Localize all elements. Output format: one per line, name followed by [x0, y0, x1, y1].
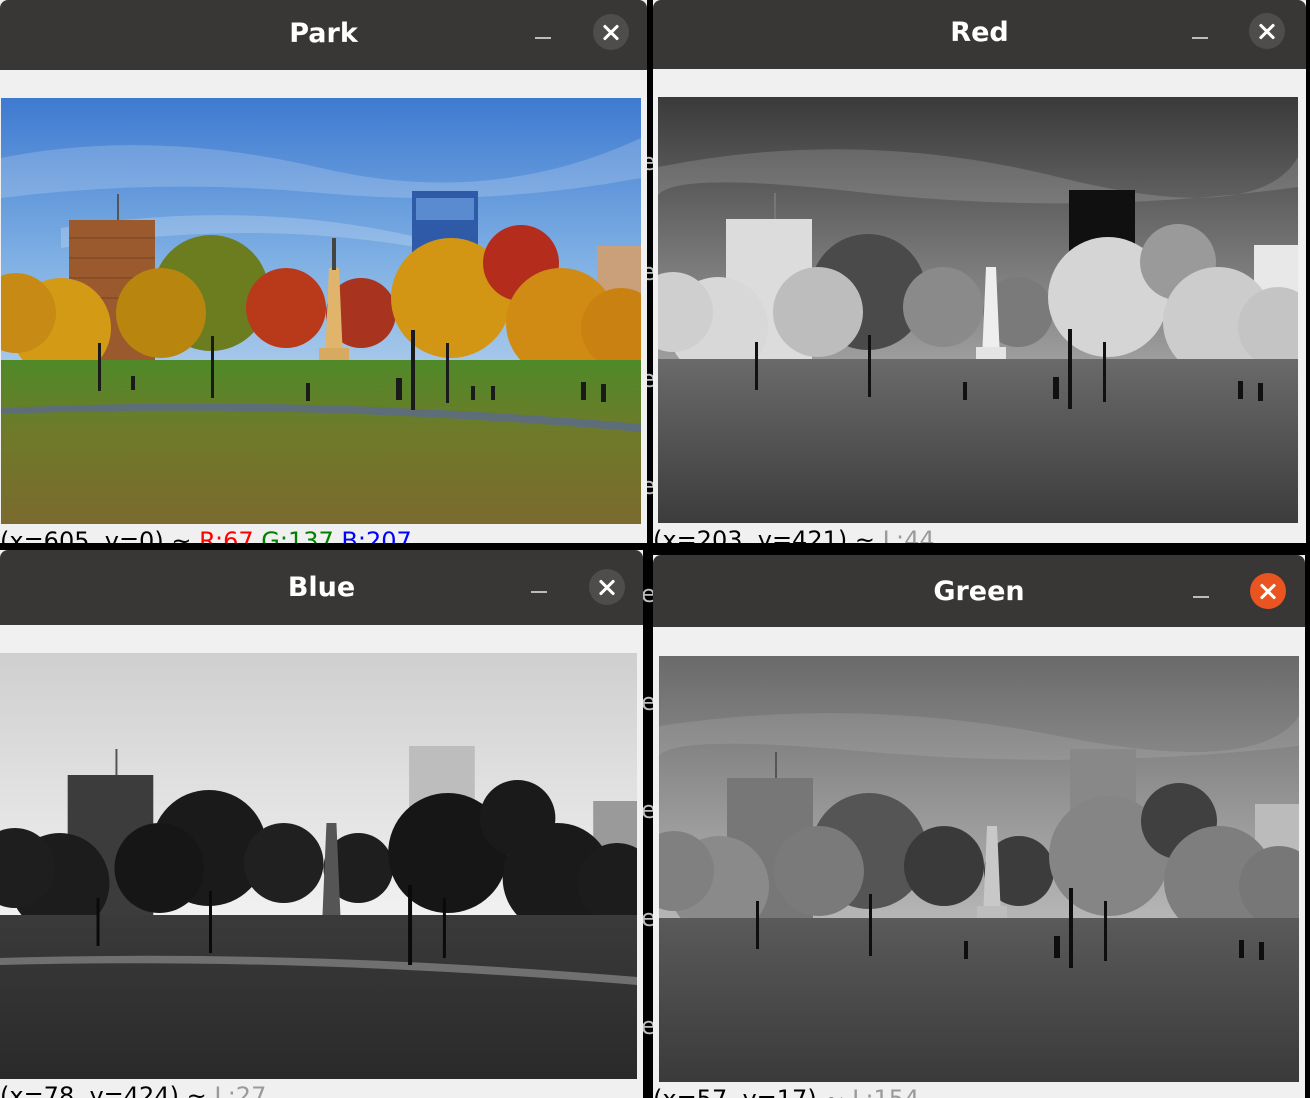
window-title: Blue: [287, 572, 356, 603]
blue-channel-photo: [0, 653, 637, 1079]
red-channel-photo: [658, 97, 1298, 523]
titlebar-green[interactable]: Green: [653, 555, 1305, 627]
park-photo: [1, 98, 641, 524]
minimize-icon[interactable]: [1192, 37, 1208, 39]
minimize-icon[interactable]: [535, 37, 551, 39]
window-title: Green: [933, 576, 1025, 607]
status-coords: (x=605, y=0) ~: [0, 527, 192, 543]
close-icon[interactable]: [593, 14, 629, 50]
window-blue: Blue: [0, 550, 643, 1098]
green-channel-photo: [659, 656, 1299, 1082]
status-bar-blue: (x=78, y=424) ~ L:27: [0, 1079, 266, 1098]
image-park[interactable]: [1, 98, 641, 524]
minimize-icon[interactable]: [531, 591, 547, 593]
image-blue[interactable]: [0, 653, 637, 1079]
status-r: R:67: [199, 527, 254, 543]
titlebar-park[interactable]: Park: [0, 0, 647, 70]
status-bar-park: (x=605, y=0) ~ R:67 G:137 B:207: [0, 524, 412, 543]
window-title: Park: [289, 18, 358, 49]
status-coords: (x=57, y=17) ~: [653, 1085, 844, 1098]
titlebar-red[interactable]: Red: [653, 0, 1306, 69]
image-green[interactable]: [659, 656, 1299, 1082]
status-bar-green: (x=57, y=17) ~ L:154: [653, 1082, 919, 1098]
window-park: Park: [0, 0, 647, 543]
status-coords: (x=78, y=424) ~: [0, 1082, 207, 1098]
close-icon[interactable]: [589, 569, 625, 605]
status-b: B:207: [341, 527, 412, 543]
status-l: L:44: [882, 526, 935, 543]
titlebar-blue[interactable]: Blue: [0, 550, 643, 625]
image-red[interactable]: [658, 97, 1298, 523]
status-g: G:137: [261, 527, 334, 543]
status-l: L:27: [214, 1082, 267, 1098]
status-coords: (x=203, y=421) ~: [653, 526, 875, 543]
minimize-icon[interactable]: [1193, 596, 1209, 598]
status-bar-red: (x=203, y=421) ~ L:44: [653, 523, 935, 543]
window-green: Green: [653, 555, 1305, 1098]
window-title: Red: [950, 17, 1009, 48]
status-l: L:154: [852, 1085, 919, 1098]
close-icon[interactable]: [1249, 13, 1285, 49]
close-icon[interactable]: [1250, 573, 1286, 609]
window-red: Red: [653, 0, 1306, 543]
